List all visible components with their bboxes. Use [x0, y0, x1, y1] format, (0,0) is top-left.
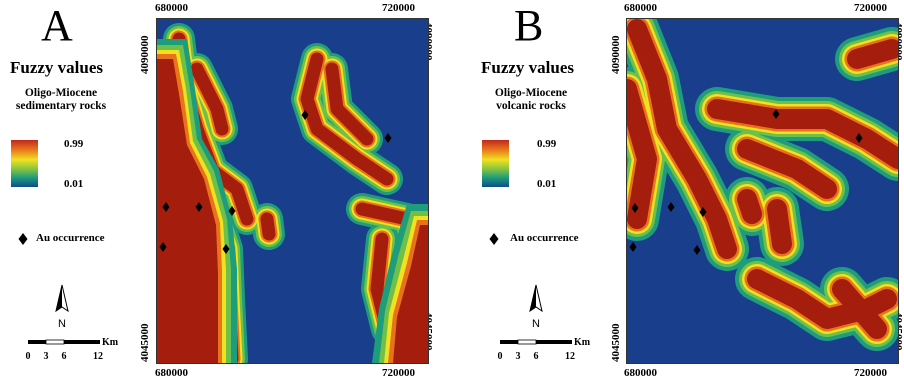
au-occurrence-marker	[222, 244, 230, 254]
coord-y-bottom-left: 4045000	[139, 323, 151, 363]
au-occurrence-marker	[228, 206, 236, 216]
coord-x-right-bottom: 720000	[382, 367, 415, 379]
panel-letter: B	[514, 1, 544, 50]
au-occurrence-marker	[667, 202, 675, 212]
au-occurrence-marker	[699, 207, 707, 217]
scale-tick: 6	[62, 351, 67, 362]
panel-a: A Fuzzy values Oligo-Miocene sedimentary…	[0, 0, 450, 383]
north-label: N	[58, 318, 66, 330]
scale-unit: Km	[102, 337, 119, 348]
coord-x-left-top: 680000	[155, 2, 188, 14]
coord-y-top-left: 4090000	[139, 35, 151, 75]
legend-title: Fuzzy values	[10, 58, 104, 77]
legend-subtitle-line1: Oligo-Miocene	[494, 87, 568, 99]
au-occurrence-marker	[384, 133, 392, 143]
au-occurrence-label: Au occurrence	[36, 232, 105, 244]
scale-tick: 6	[534, 351, 539, 362]
scale-tick: 3	[44, 351, 49, 362]
coord-y-bottom-left: 4045000	[610, 323, 622, 363]
ramp-max-label: 0.99	[537, 138, 557, 150]
map-frame	[156, 18, 429, 364]
au-occurrence-marker	[772, 109, 780, 119]
ramp-min-label: 0.01	[64, 178, 84, 190]
legend-subtitle-line2: volcanic rocks	[496, 100, 566, 112]
legend-subtitle: Oligo-Miocene volcanic rocks	[472, 87, 590, 113]
au-occurrence-marker	[631, 203, 639, 213]
north-arrow-icon: N	[529, 284, 543, 330]
panel-letter: A	[41, 1, 73, 50]
au-occurrence-marker	[159, 242, 167, 252]
au-occurrence-marker	[301, 110, 309, 120]
buffer-high	[627, 19, 898, 339]
au-markers	[629, 109, 863, 255]
legend-subtitle: Oligo-Miocene sedimentary rocks	[0, 87, 122, 113]
au-occurrence-marker	[693, 245, 701, 255]
coord-x-right-top: 720000	[382, 2, 415, 14]
scale-tick: 3	[516, 351, 521, 362]
fuzzy-raster-map	[627, 19, 898, 363]
fuzzy-color-ramp	[11, 140, 38, 187]
ramp-min-label: 0.01	[537, 178, 557, 190]
scale-tick: 12	[93, 351, 103, 362]
north-arrow-icon: N	[55, 284, 69, 330]
legend-subtitle-line2: sedimentary rocks	[15, 100, 107, 112]
au-occurrence-marker	[195, 202, 203, 212]
scale-bar: Km 0 3 6 12	[26, 337, 119, 362]
legend-subtitle-line1: Oligo-Miocene	[24, 87, 98, 99]
ramp-max-label: 0.99	[64, 138, 84, 150]
coord-x-right-top: 720000	[854, 2, 887, 14]
north-label: N	[532, 318, 540, 330]
au-occurrence-icon	[18, 233, 28, 245]
panel-b: B Fuzzy values Oligo-Miocene volcanic ro…	[452, 0, 904, 383]
fuzzy-raster-map	[157, 19, 428, 363]
scale-tick: 12	[565, 351, 575, 362]
coord-x-right-bottom: 720000	[854, 367, 887, 379]
au-occurrence-label: Au occurrence	[510, 232, 579, 244]
core-polygons	[157, 39, 428, 363]
au-occurrence-marker	[629, 242, 637, 252]
fuzzy-color-ramp	[482, 140, 509, 187]
au-markers	[159, 110, 392, 254]
au-occurrence-icon	[489, 233, 499, 245]
map-frame	[626, 18, 899, 364]
scale-bar: Km 0 3 6 12	[498, 337, 591, 362]
coord-x-left-bottom: 680000	[155, 367, 188, 379]
scale-tick: 0	[498, 351, 503, 362]
scale-unit: Km	[574, 337, 591, 348]
coord-x-left-bottom: 680000	[624, 367, 657, 379]
legend-title: Fuzzy values	[481, 58, 575, 77]
au-occurrence-marker	[855, 133, 863, 143]
scale-tick: 0	[26, 351, 31, 362]
coord-x-left-top: 680000	[624, 2, 657, 14]
au-occurrence-marker	[162, 202, 170, 212]
coord-y-top-left: 4090000	[610, 35, 622, 75]
